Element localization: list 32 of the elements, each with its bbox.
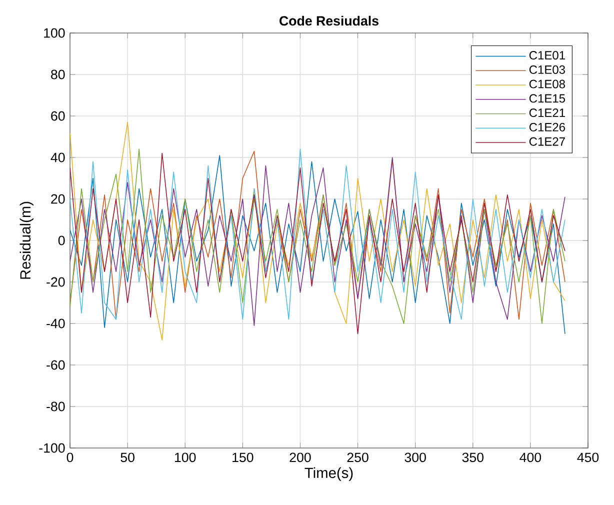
legend-label: C1E27 [529,137,565,146]
x-tick-label: 0 [66,452,74,462]
x-tick-label: 150 [232,452,254,462]
y-tick-label: -20 [46,277,65,287]
x-tick-label: 400 [520,452,542,462]
y-tick-label: 40 [50,152,65,162]
legend-label: C1E08 [529,80,565,88]
legend-label: C1E15 [529,94,566,103]
y-tick-label: 60 [51,111,65,121]
y-tick-label: -80 [46,402,65,412]
y-axis-title: Residual(m) [20,202,34,279]
x-tick-label: 100 [175,452,196,462]
x-tick-label: 50 [120,452,134,462]
legend-label: C1E01 [529,51,565,60]
x-tick-label: 200 [290,452,311,462]
y-tick-label: -100 [39,443,65,453]
x-tick-label: 450 [577,452,599,462]
x-tick-label: 350 [462,452,484,462]
y-tick-label: -40 [46,318,65,328]
y-tick-label: 20 [51,194,65,204]
y-tick-label: -60 [46,360,65,370]
y-tick-label: 0 [58,236,65,246]
x-tick-label: 300 [404,452,426,462]
line-series [70,122,566,340]
legend-label: C1E21 [529,108,565,118]
x-axis-title: Time(s) [304,467,353,481]
chart-title: Code Resiudals [280,16,378,26]
y-tick-label: 100 [44,28,65,38]
y-tick-label: 80 [51,70,65,80]
x-tick-label: 250 [347,452,368,462]
legend-label: C1E03 [529,65,565,74]
legend-label: C1E26 [529,122,565,132]
